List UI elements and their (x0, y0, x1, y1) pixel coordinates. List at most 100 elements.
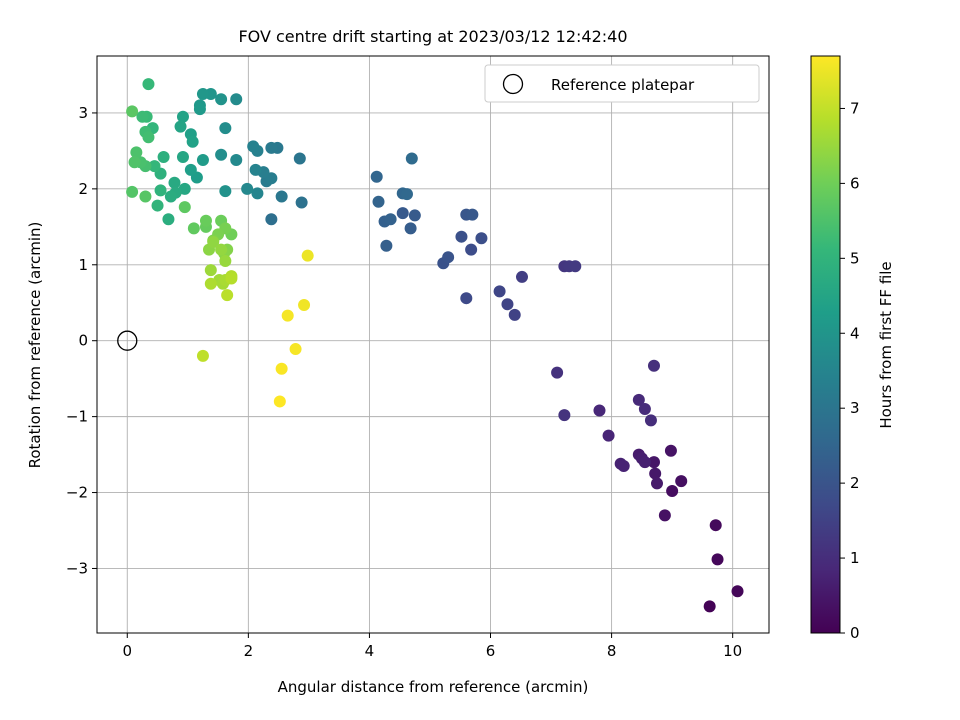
data-point (219, 185, 232, 198)
data-point (215, 148, 228, 161)
data-point (148, 160, 161, 173)
data-point (493, 285, 506, 298)
data-point (617, 459, 630, 472)
legend-box (484, 64, 760, 103)
data-point (219, 122, 232, 135)
data-point (178, 182, 191, 195)
data-point (664, 444, 677, 457)
data-point (647, 359, 660, 372)
plot-area-frame (96, 55, 770, 634)
colorbar-tick-label: 5 (850, 249, 860, 267)
data-point (136, 110, 149, 123)
data-point (126, 185, 139, 198)
x-tick-label: 8 (607, 642, 617, 660)
data-point (293, 152, 306, 165)
x-tick-label: 10 (723, 642, 742, 660)
data-point (230, 93, 243, 106)
data-point (126, 105, 139, 118)
chart-title: FOV centre drift starting at 2023/03/12 … (238, 27, 627, 46)
data-point (384, 213, 397, 226)
data-point (508, 308, 521, 321)
legend-label-reference: Reference platepar (551, 76, 695, 94)
data-point (187, 222, 200, 235)
x-tick-label: 2 (244, 642, 254, 660)
data-point (644, 414, 657, 427)
data-points (117, 78, 744, 613)
data-point (142, 131, 155, 144)
data-point (298, 299, 311, 312)
data-point (221, 289, 234, 302)
colorbar-tick-label: 4 (850, 324, 860, 342)
data-point (408, 209, 421, 222)
y-tick-label: 2 (78, 180, 88, 198)
data-point (247, 140, 260, 153)
data-point (204, 264, 217, 277)
data-point (178, 201, 191, 214)
data-point (460, 292, 473, 305)
data-point (666, 485, 679, 498)
data-point (731, 585, 744, 598)
colorbar-tick-label: 1 (850, 549, 860, 567)
data-point (558, 409, 571, 422)
x-axis-label: Angular distance from reference (arcmin) (278, 678, 589, 696)
data-point (455, 230, 468, 243)
data-point (442, 251, 455, 264)
data-point (281, 309, 294, 322)
y-tick-label: −1 (66, 408, 88, 426)
data-point (215, 93, 228, 106)
data-point (241, 182, 254, 195)
x-tick-label: 0 (122, 642, 132, 660)
data-point (372, 195, 385, 208)
data-point (249, 163, 262, 176)
data-point (289, 343, 302, 356)
data-point (400, 188, 413, 201)
data-point (301, 249, 314, 262)
data-point (593, 404, 606, 417)
y-tick-label: 0 (78, 332, 88, 350)
data-point (275, 190, 288, 203)
colorbar-tick-label: 6 (850, 174, 860, 192)
data-point (130, 146, 143, 159)
data-point (396, 207, 409, 220)
data-point (515, 270, 528, 283)
data-point (649, 467, 662, 480)
data-point (703, 600, 716, 613)
data-point (275, 362, 288, 375)
data-point (265, 141, 278, 154)
data-point (215, 243, 228, 256)
data-point (380, 239, 393, 252)
colorbar-tick-label: 7 (850, 99, 860, 117)
data-point (658, 509, 671, 522)
data-point (651, 477, 663, 490)
data-point (196, 87, 209, 100)
data-point (199, 214, 212, 227)
data-point (174, 120, 187, 133)
data-point (168, 176, 181, 189)
data-point (219, 254, 232, 267)
data-point (196, 349, 209, 362)
data-point (273, 395, 286, 408)
data-point (638, 456, 651, 469)
data-point (184, 163, 197, 176)
colorbar-label: Hours from first FF file (877, 261, 895, 428)
y-axis-ticks: −3 −2 −1 0 1 2 3 (66, 104, 97, 577)
colorbar-ticks: 0 1 2 3 4 5 6 7 (840, 99, 860, 642)
x-axis-ticks: 0 2 4 6 8 10 (122, 633, 742, 660)
data-point (709, 519, 722, 532)
data-point (193, 103, 206, 116)
colorbar-tick-label: 3 (850, 399, 860, 417)
data-point (186, 135, 199, 148)
data-point (501, 298, 514, 311)
x-tick-label: 4 (365, 642, 375, 660)
y-tick-label: 1 (78, 256, 88, 274)
y-axis-label: Rotation from reference (arcmin) (26, 222, 44, 469)
colorbar-gradient (810, 55, 841, 634)
data-point (142, 78, 155, 91)
data-point (157, 150, 170, 163)
data-point (251, 187, 264, 200)
legend: Reference platepar (484, 64, 760, 103)
data-point (465, 243, 478, 256)
data-point (295, 196, 308, 209)
data-point (647, 456, 660, 469)
